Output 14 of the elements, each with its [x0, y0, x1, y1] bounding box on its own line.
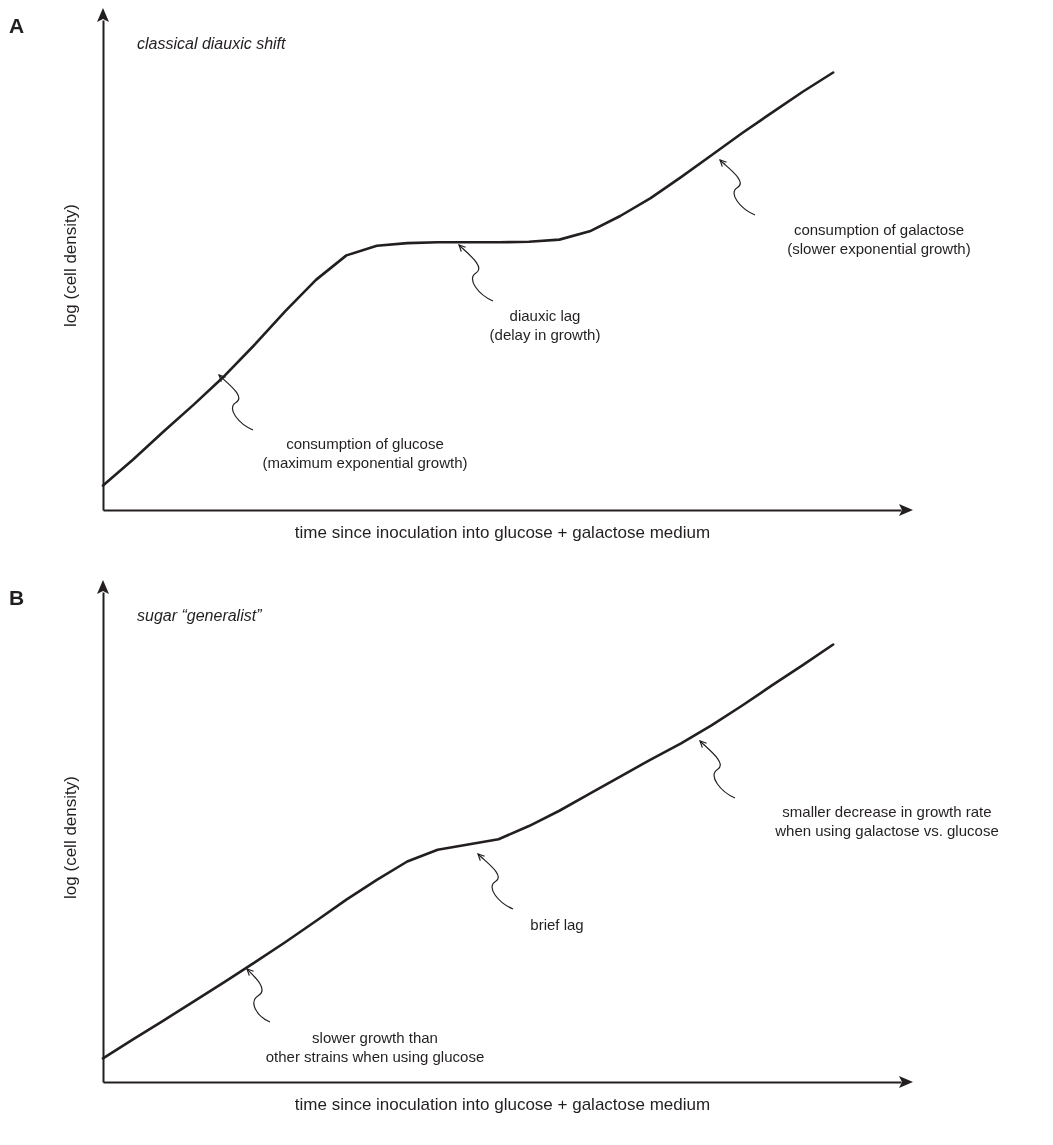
chart-title: sugar “generalist”	[137, 606, 262, 625]
annotation: slower growth than other strains when using glucose	[265, 1028, 485, 1066]
annotation: diauxic lag (delay in growth)	[489, 306, 601, 344]
y-axis-title: log (cell density)	[60, 204, 80, 327]
x-axis-title: time since inoculation into glucose + galactose medium	[294, 522, 711, 542]
text: A	[9, 14, 25, 37]
text: B	[9, 586, 25, 609]
annotation: smaller decrease in growth rate when using galactose vs. glucose	[775, 802, 999, 840]
y-axis-title: log (cell density)	[60, 776, 80, 899]
annotation: brief lag	[530, 914, 584, 934]
x-axis-title: time since inoculation into glucose + galactose medium	[294, 1094, 711, 1114]
chart-title: classical diauxic shift	[137, 34, 286, 53]
annotation: consumption of galactose (slower exponential growth)	[787, 220, 971, 258]
annotation: consumption of glucose (maximum exponential growth)	[262, 434, 468, 472]
